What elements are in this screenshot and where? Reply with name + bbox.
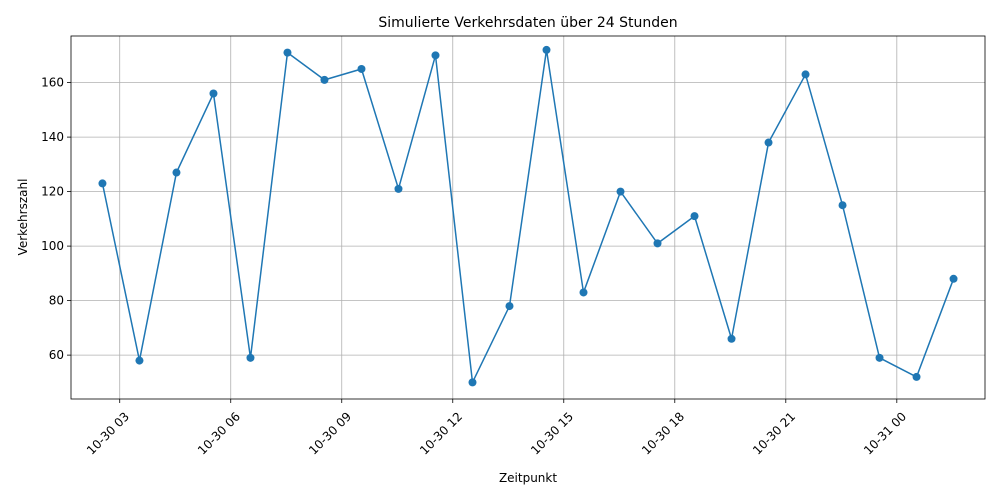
data-point <box>135 356 144 365</box>
data-point <box>246 353 255 362</box>
x-tick-label: 10-30 21 <box>750 409 798 457</box>
x-tick-label: 10-30 06 <box>195 409 243 457</box>
y-tick-label: 80 <box>49 294 64 308</box>
grid-lines <box>71 36 985 399</box>
data-point <box>579 288 588 297</box>
data-point <box>468 378 477 387</box>
x-axis-label: Zeitpunkt <box>499 471 557 485</box>
data-point <box>98 179 107 188</box>
data-point <box>727 334 736 343</box>
data-point <box>283 48 292 57</box>
data-point <box>542 45 551 54</box>
series-line <box>101 49 955 386</box>
x-tick-label: 10-30 03 <box>84 409 132 457</box>
x-tick-label: 10-31 00 <box>861 409 909 457</box>
x-tick-label: 10-30 12 <box>417 409 465 457</box>
x-tick-label: 10-30 18 <box>639 409 687 457</box>
x-tick-label: 10-30 15 <box>528 409 576 457</box>
data-point <box>912 372 921 381</box>
y-tick-label: 60 <box>49 348 64 362</box>
data-point <box>764 138 773 147</box>
chart-title: Simulierte Verkehrsdaten über 24 Stunden <box>378 15 677 31</box>
data-point <box>690 212 699 221</box>
data-point <box>320 75 329 84</box>
series-layer <box>98 45 958 387</box>
y-tick-label: 160 <box>41 76 64 90</box>
data-point <box>949 274 958 283</box>
data-point <box>653 239 662 248</box>
data-point <box>431 51 440 60</box>
x-axis-ticks: 10-30 03 10-30 06 10-30 09 10-30 12 10-30 15… <box>84 399 909 457</box>
y-tick-label: 140 <box>41 130 64 144</box>
data-point <box>394 184 403 193</box>
y-axis-label: Verkehrszahl <box>16 179 30 256</box>
data-point <box>357 64 366 73</box>
x-tick-label: 10-30 09 <box>306 409 354 457</box>
data-point <box>616 187 625 196</box>
y-axis-ticks: 60 80 100 120 140 160 <box>41 76 71 362</box>
data-point <box>209 89 218 98</box>
data-point <box>875 353 884 362</box>
y-tick-label: 100 <box>41 239 64 253</box>
data-point <box>838 201 847 210</box>
data-point <box>172 168 181 177</box>
y-tick-label: 120 <box>41 185 64 199</box>
data-point <box>505 302 514 311</box>
data-point <box>801 70 810 79</box>
plot-frame <box>70 35 986 400</box>
